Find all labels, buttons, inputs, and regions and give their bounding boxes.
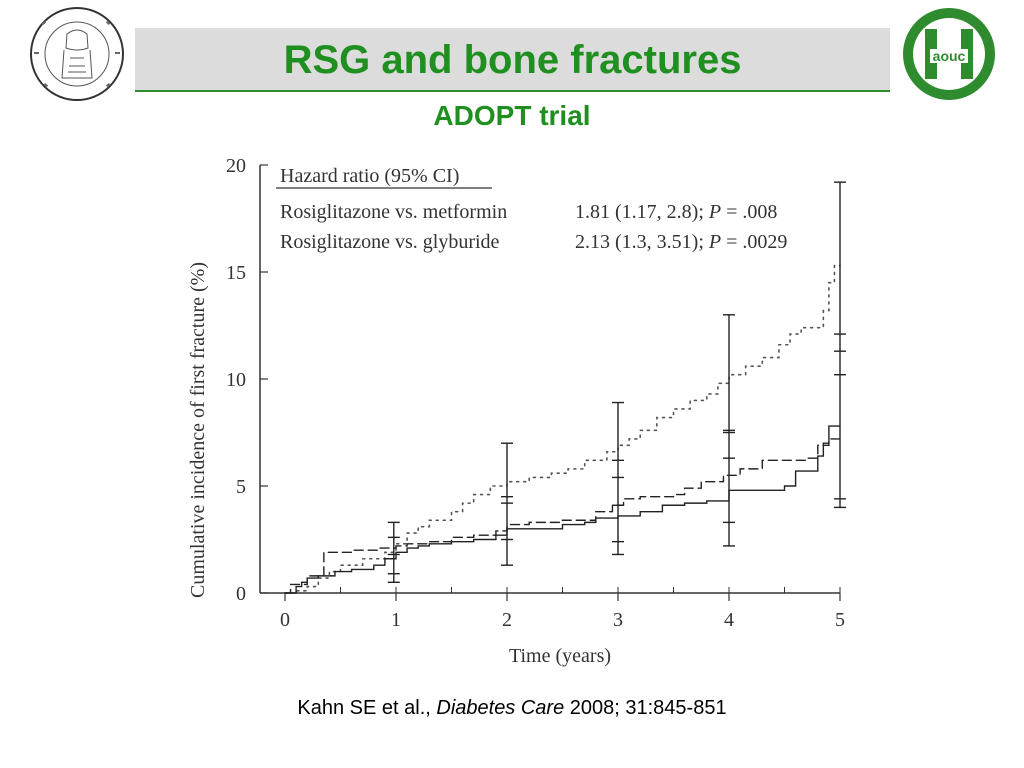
slide-subtitle: ADOPT trial [433,100,591,131]
x-axis-label: Time (years) [509,645,611,667]
title-bar [135,28,890,92]
fracture-incidence-chart: 0 5 10 15 20 0 1 2 3 4 5 Hazard ratio (95% CI) Ros… [187,155,846,667]
legend-row-label-metformin: Rosiglitazone vs. metformin [280,201,507,223]
legend-title: Hazard ratio (95% CI) [280,165,459,187]
series-line-dotted [284,264,841,594]
series-line-solid [284,425,841,594]
y-tick-label: 0 [236,583,246,605]
slide-title: RSG and bone fractures [283,38,742,82]
y-tick-label: 20 [226,155,246,177]
axes: 0 5 10 15 20 0 1 2 3 4 5 [226,155,845,631]
citation: Kahn SE et al., Diabetes Care 2008; 31:8… [0,697,1024,720]
y-tick-label: 10 [226,369,246,391]
aouc-logo: aouc [903,8,995,100]
x-tick-label: 3 [613,609,623,631]
y-tick-label: 5 [236,476,246,498]
x-tick-label: 1 [391,609,401,631]
legend-row-label-glyburide: Rosiglitazone vs. glyburide [280,231,500,253]
x-tick-label: 0 [280,609,290,631]
citation-rest: 2008; 31:845-851 [564,697,727,719]
hazard-ratio-legend: Hazard ratio (95% CI) Rosiglitazone vs. … [276,165,787,253]
x-tick-label: 4 [724,609,734,631]
y-axis-label: Cumulative incidence of first fracture (… [187,262,209,598]
y-tick-label: 15 [226,262,246,284]
legend-row-value-metformin: 1.81 (1.17, 2.8); P = .008 [575,201,777,223]
x-tick-label: 2 [502,609,512,631]
citation-journal: Diabetes Care [436,697,565,719]
university-seal-logo [30,7,124,101]
aouc-logo-text: aouc [933,48,966,64]
x-tick-label: 5 [835,609,845,631]
legend-row-value-glyburide: 2.13 (1.3, 3.51); P = .0029 [575,231,787,253]
citation-authors: Kahn SE et al., [297,697,437,719]
error-bars [387,181,846,583]
series-line-dashed [284,433,841,594]
series-lines [284,264,841,594]
